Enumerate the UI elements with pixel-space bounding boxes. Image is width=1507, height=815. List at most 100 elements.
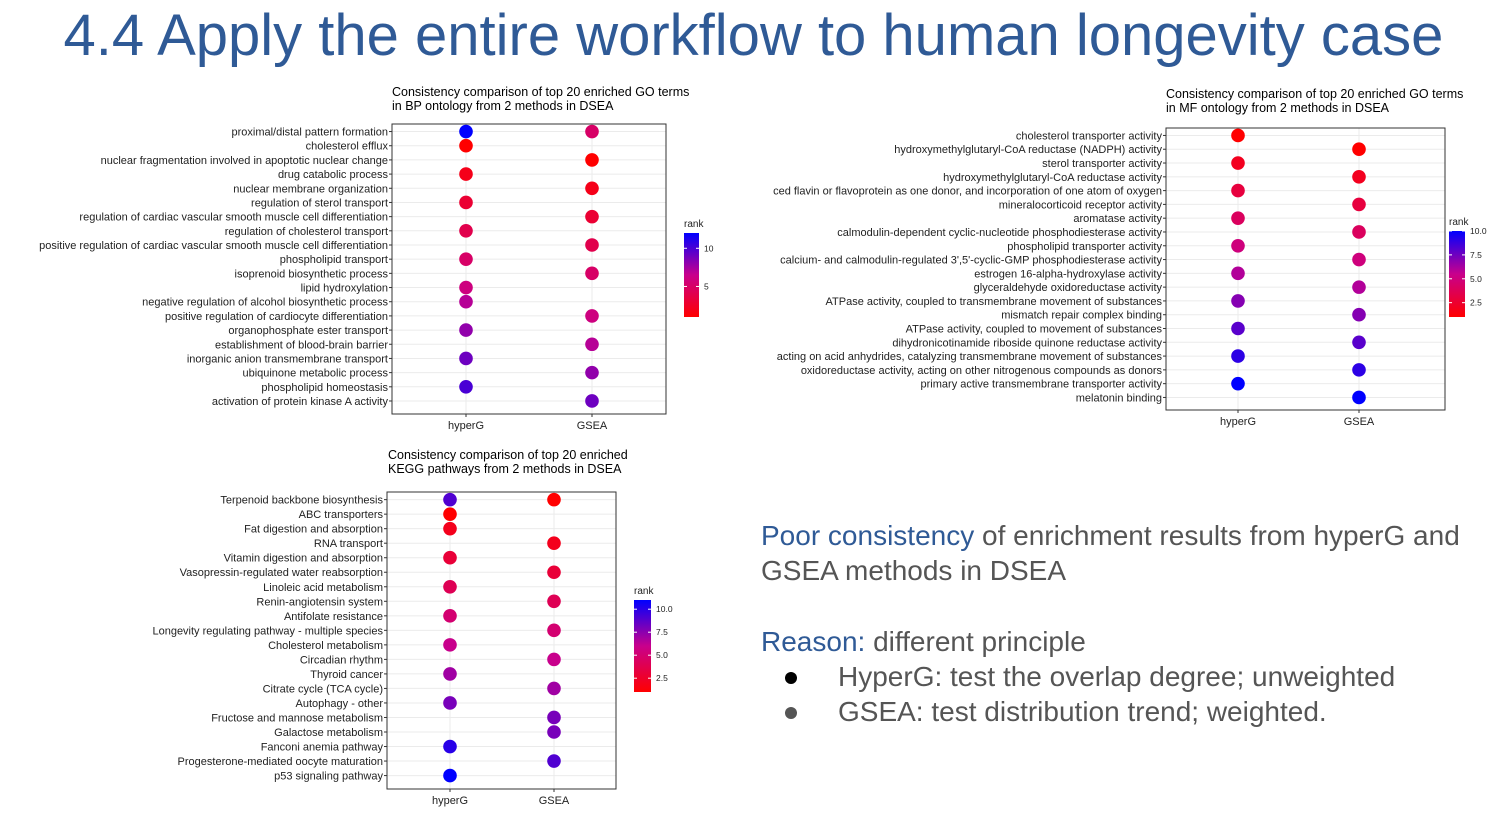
x-tick-label: hyperG	[1220, 416, 1256, 428]
data-point	[1352, 390, 1366, 405]
y-tick-label: regulation of cholesterol transport	[225, 226, 388, 238]
data-point	[585, 238, 599, 252]
data-point	[585, 309, 599, 323]
data-point	[459, 124, 473, 139]
y-tick-label: drug catabolic process	[278, 169, 389, 181]
legend-tick-label: 5.0	[656, 650, 668, 660]
data-point	[1352, 197, 1366, 212]
y-tick-label: regulation of cardiac vascular smooth mu…	[79, 212, 388, 224]
y-tick-label: mineralocorticoid receptor activity	[999, 199, 1163, 211]
y-tick-label: Progesterone-mediated oocyte maturation	[178, 756, 383, 768]
y-tick-label: oxidoreductase activity, acting on other…	[801, 365, 1163, 377]
y-tick-label: Fanconi anemia pathway	[261, 742, 384, 754]
legend-tick-label: 2.5	[1470, 298, 1482, 308]
legend-tick-label: 5	[704, 281, 709, 291]
data-point	[443, 696, 457, 710]
y-tick-label: hydroxymethylglutaryl-CoA reductase (NAD…	[894, 144, 1162, 156]
data-point	[443, 667, 457, 681]
chart-title: Consistency comparison of top 20 enriche…	[388, 448, 628, 462]
data-point	[547, 492, 561, 507]
data-point	[547, 754, 561, 768]
y-tick-label: nuclear membrane organization	[233, 183, 388, 195]
data-point	[585, 266, 599, 281]
y-tick-label: Galactose metabolism	[274, 727, 383, 739]
y-tick-label: primary active transmembrane transporter…	[921, 379, 1163, 391]
x-tick-label: hyperG	[432, 795, 468, 807]
legend-colorbar	[634, 600, 651, 692]
x-tick-label: hyperG	[448, 420, 484, 432]
data-point	[443, 609, 457, 623]
legend-colorbar	[1449, 231, 1465, 317]
kegg-dot-chart: Consistency comparison of top 20 enriche…	[152, 448, 672, 807]
y-tick-label: Citrate cycle (TCA cycle)	[263, 683, 383, 695]
y-tick-label: Antifolate resistance	[284, 611, 383, 623]
legend-colorbar	[684, 233, 699, 317]
legend-tick-label: 2.5	[656, 673, 668, 683]
bullet-text: HyperG: test the overlap degree; unweigh…	[838, 661, 1396, 692]
y-tick-label: aromatase activity	[1073, 213, 1162, 225]
legend-tick-label: 10.0	[1470, 226, 1487, 236]
legend-title: rank	[634, 586, 654, 597]
y-tick-label: regulation of sterol transport	[251, 197, 388, 209]
y-tick-label: Vitamin digestion and absorption	[224, 553, 383, 565]
data-point	[547, 536, 561, 551]
data-point	[1231, 294, 1245, 308]
y-tick-label: Fructose and mannose metabolism	[211, 712, 383, 724]
y-tick-label: ced flavin or flavoprotein as one donor,…	[773, 186, 1162, 198]
y-tick-label: ubiquinone metabolic process	[242, 368, 388, 380]
y-tick-label: ABC transporters	[299, 509, 384, 521]
y-tick-label: cholesterol transporter activity	[1016, 130, 1163, 142]
y-tick-label: positive regulation of cardiocyte differ…	[165, 311, 388, 323]
y-tick-label: phospholipid transporter activity	[1007, 241, 1162, 253]
y-tick-label: proximal/distal pattern formation	[231, 127, 388, 139]
data-point	[547, 594, 561, 609]
data-point	[443, 521, 457, 536]
y-tick-label: ATPase activity, coupled to movement of …	[906, 324, 1163, 336]
y-tick-label: ATPase activity, coupled to transmembran…	[826, 296, 1163, 308]
data-point	[443, 550, 457, 565]
data-point	[1231, 376, 1245, 391]
data-point	[459, 167, 473, 181]
data-point	[459, 252, 473, 266]
y-tick-label: dihydronicotinamide riboside quinone red…	[892, 337, 1162, 349]
data-point	[1231, 211, 1245, 225]
data-point	[443, 739, 457, 754]
y-tick-label: Renin-angiotensin system	[256, 596, 383, 608]
data-point	[459, 138, 473, 153]
data-point	[1231, 266, 1245, 281]
y-tick-label: Cholesterol metabolism	[268, 640, 383, 652]
y-tick-label: Autophagy - other	[296, 698, 384, 710]
legend-title: rank	[1449, 217, 1469, 228]
notes-summary: Poor consistency of enrichment results f…	[761, 518, 1481, 588]
legend-tick-label: 5.0	[1470, 274, 1482, 284]
data-point	[585, 337, 599, 352]
data-point	[547, 710, 561, 725]
y-tick-label: phospholipid homeostasis	[261, 382, 388, 394]
y-tick-label: glyceraldehyde oxidoreductase activity	[974, 282, 1163, 294]
data-point	[1352, 252, 1366, 267]
y-tick-label: acting on acid anhydrides, catalyzing tr…	[777, 351, 1163, 363]
data-point	[1352, 225, 1366, 239]
y-tick-label: isoprenoid biosynthetic process	[235, 268, 389, 280]
notes-highlight: Poor consistency	[761, 520, 975, 551]
y-tick-label: organophosphate ester transport	[228, 325, 388, 337]
data-point	[443, 638, 457, 652]
data-point	[443, 507, 457, 521]
y-tick-label: melatonin binding	[1076, 392, 1162, 404]
legend-tick-label: 10	[704, 243, 714, 253]
y-tick-label: phospholipid transport	[280, 254, 388, 266]
x-tick-label: GSEA	[539, 795, 570, 807]
y-tick-label: activation of protein kinase A activity	[212, 396, 389, 408]
data-point	[1231, 321, 1245, 336]
reason-text: different principle	[865, 626, 1086, 657]
y-tick-label: calmodulin-dependent cyclic-nucleotide p…	[837, 227, 1162, 239]
bullet-dot-icon	[785, 707, 797, 719]
reason-label: Reason:	[761, 626, 866, 657]
data-point	[459, 280, 473, 295]
y-tick-label: calcium- and calmodulin-regulated 3',5'-…	[780, 255, 1162, 267]
panel-border	[391, 123, 667, 415]
chart-title: Consistency comparison of top 20 enriche…	[1166, 87, 1463, 101]
data-point	[459, 323, 473, 337]
y-tick-label: hydroxymethylglutaryl-CoA reductase acti…	[943, 172, 1162, 184]
data-point	[547, 725, 561, 739]
